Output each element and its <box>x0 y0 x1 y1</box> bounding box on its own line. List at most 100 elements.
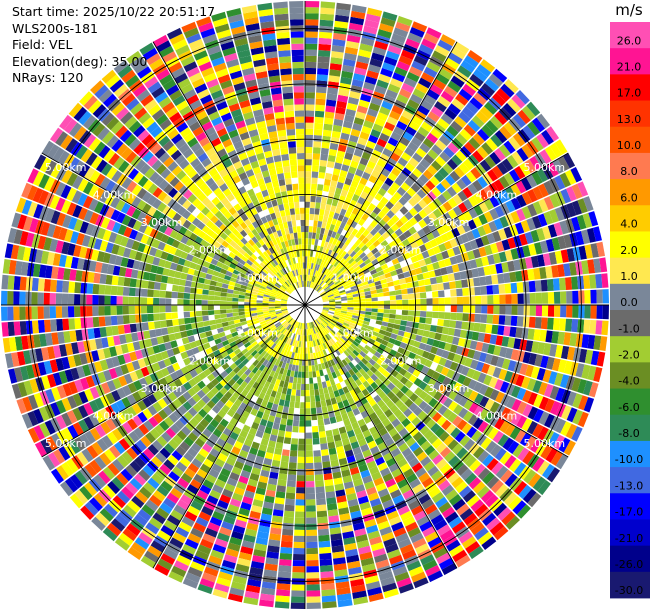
range-gate <box>550 400 561 415</box>
range-gate <box>308 365 312 372</box>
range-gate <box>426 338 435 346</box>
range-gate <box>334 112 345 121</box>
range-gate <box>305 116 314 123</box>
range-gate <box>563 263 571 277</box>
range-gate <box>390 152 401 162</box>
range-gate <box>277 571 291 579</box>
range-gate <box>344 320 351 325</box>
range-gate <box>438 297 445 305</box>
range-gate <box>381 182 391 192</box>
range-gate <box>483 185 494 198</box>
range-gate <box>7 321 15 337</box>
range-gate <box>446 369 455 379</box>
range-gate <box>363 120 374 129</box>
range-gate <box>62 280 70 293</box>
range-gate <box>92 295 99 305</box>
range-gate <box>390 182 400 192</box>
range-gate <box>516 147 529 162</box>
range-gate <box>493 305 500 315</box>
range-gate <box>333 293 341 297</box>
range-gate <box>305 177 311 184</box>
range-gate <box>331 199 339 207</box>
range-gate <box>462 313 469 322</box>
range-gate <box>531 117 546 133</box>
range-gate <box>551 331 559 344</box>
range-gate <box>499 420 511 434</box>
range-gate <box>381 339 389 346</box>
range-gate <box>337 144 347 153</box>
range-gate <box>530 438 542 453</box>
range-gate <box>426 298 433 305</box>
range-gate <box>326 497 337 505</box>
range-gate <box>440 366 450 376</box>
range-gate <box>500 407 511 420</box>
range-gate <box>535 292 543 304</box>
range-gate <box>305 128 314 135</box>
range-gate <box>353 215 361 224</box>
range-gate <box>328 297 335 300</box>
range-gate <box>195 310 203 317</box>
range-gate <box>319 431 326 438</box>
range-gate <box>366 224 374 233</box>
range-gate <box>364 258 372 265</box>
range-gate <box>329 142 339 151</box>
range-gate <box>467 119 481 133</box>
range-gate <box>463 241 473 252</box>
range-gate <box>305 353 308 360</box>
range-gate <box>355 231 362 239</box>
range-gate <box>541 305 549 317</box>
range-gate <box>314 270 318 277</box>
range-gate <box>380 67 394 78</box>
range-gate <box>376 347 384 355</box>
range-gate <box>356 335 363 342</box>
range-gate <box>572 305 579 318</box>
range-gate <box>435 364 444 374</box>
range-gate <box>317 516 328 524</box>
range-gate <box>365 308 372 312</box>
range-gate <box>116 306 123 315</box>
range-gate <box>554 207 565 221</box>
range-gate <box>213 295 221 301</box>
range-gate <box>418 199 428 209</box>
range-gate <box>320 202 326 210</box>
range-gate <box>451 137 464 150</box>
range-gate <box>332 288 339 293</box>
range-gate <box>195 299 202 305</box>
range-gate <box>342 202 349 211</box>
range-gate <box>238 298 245 302</box>
range-gate <box>410 346 419 354</box>
range-gate <box>321 312 328 316</box>
range-gate <box>308 226 313 233</box>
range-gate <box>437 319 445 327</box>
range-gate <box>525 364 534 378</box>
range-gate <box>351 317 358 322</box>
range-gate <box>92 306 99 317</box>
range-gate <box>371 305 378 309</box>
range-gate <box>324 117 334 125</box>
range-gate <box>441 350 450 359</box>
range-gate <box>531 171 543 186</box>
range-gate <box>351 79 364 88</box>
range-gate <box>511 412 522 426</box>
range-gate <box>381 321 389 327</box>
range-gate <box>374 85 387 95</box>
range-gate <box>153 282 161 290</box>
range-gate <box>201 300 208 305</box>
range-gate <box>495 335 504 346</box>
range-gate <box>128 287 136 297</box>
range-gate <box>344 210 352 219</box>
range-gate <box>314 208 320 215</box>
range-gate <box>384 358 392 366</box>
range-gate <box>333 260 340 267</box>
range-gate <box>135 279 143 288</box>
range-gate <box>384 331 392 338</box>
range-gate <box>370 96 383 106</box>
range-gate <box>397 255 405 263</box>
range-gate <box>423 205 433 215</box>
range-gate <box>383 244 392 252</box>
range-gate <box>341 164 350 172</box>
range-gate <box>347 307 354 310</box>
range-gate <box>446 335 454 344</box>
range-gate <box>557 331 565 345</box>
range-gate <box>522 351 531 364</box>
